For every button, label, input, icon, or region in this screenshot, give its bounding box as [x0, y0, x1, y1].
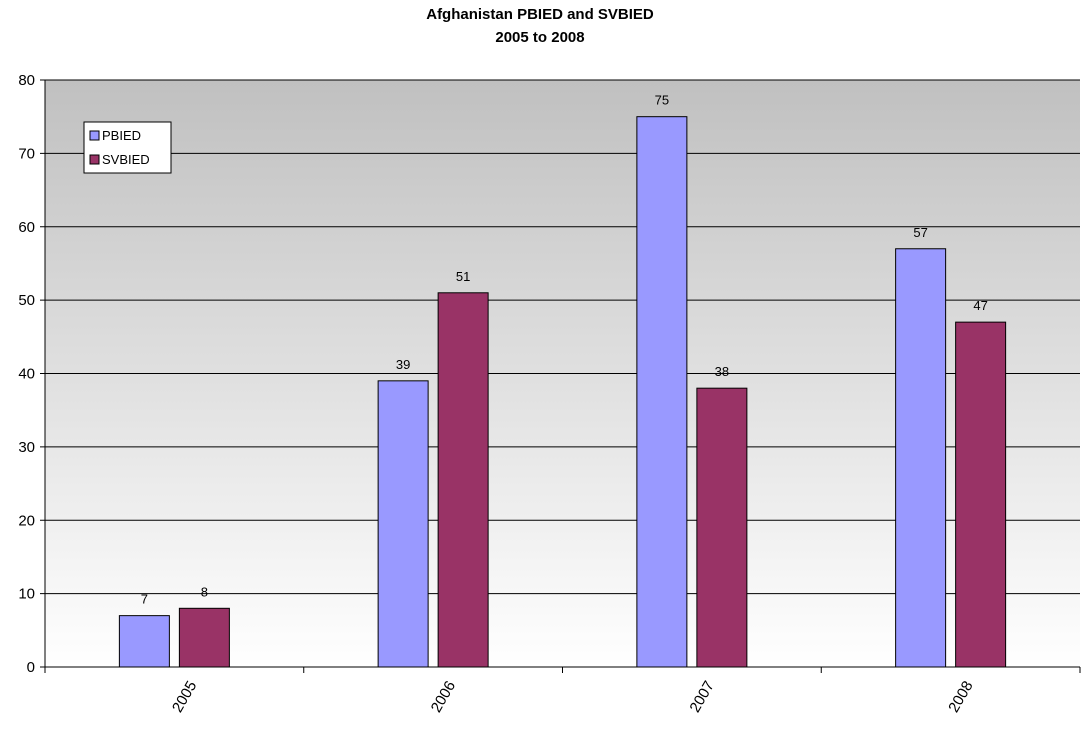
- x-tick-label: 2006: [428, 678, 459, 715]
- legend: PBIED SVBIED: [83, 121, 172, 174]
- y-tick-label: 80: [18, 72, 35, 89]
- data-label: 51: [456, 269, 470, 284]
- x-axis: 2005 2006 2007 2008: [44, 666, 1081, 716]
- y-axis: 0 10 20 30 40 50 60 70 80: [18, 72, 46, 676]
- data-label: 7: [141, 592, 148, 607]
- bar-pbied: [377, 380, 429, 668]
- y-tick-label: 50: [18, 292, 35, 309]
- x-tick-label: 2005: [169, 678, 200, 715]
- chart-title-line2: 2005 to 2008: [495, 29, 584, 46]
- bar-pbied: [895, 248, 947, 668]
- bars: [118, 116, 1007, 668]
- data-label: 57: [913, 225, 927, 240]
- data-label: 38: [715, 364, 729, 379]
- bar-svbied: [437, 292, 489, 668]
- y-tick-label: 60: [18, 219, 35, 236]
- y-tick-label: 40: [18, 366, 35, 383]
- bar-svbied: [696, 387, 748, 668]
- gridlines: [45, 79, 1080, 595]
- data-label: 8: [201, 584, 208, 599]
- x-tick-label: 2008: [945, 678, 976, 715]
- y-tick-label: 10: [18, 586, 35, 603]
- data-label: 47: [973, 298, 987, 313]
- bar-svbied: [178, 607, 230, 668]
- legend-label-pbied: PBIED: [102, 128, 141, 143]
- y-tick-label: 0: [27, 659, 35, 676]
- bar-pbied: [118, 615, 170, 668]
- x-tick-label: 2007: [686, 678, 717, 715]
- chart-title-line1: Afghanistan PBIED and SVBIED: [426, 6, 654, 23]
- legend-swatch-svbied: [89, 154, 100, 165]
- y-tick-label: 20: [18, 512, 35, 529]
- data-label: 75: [655, 93, 669, 108]
- legend-label-svbied: SVBIED: [102, 152, 150, 167]
- bar-svbied: [955, 321, 1007, 668]
- bar-pbied: [636, 116, 688, 668]
- y-tick-label: 30: [18, 439, 35, 456]
- data-label: 39: [396, 357, 410, 372]
- legend-swatch-pbied: [89, 130, 100, 141]
- y-tick-label: 70: [18, 145, 35, 162]
- data-labels: 7 8 39 51 75 38 57 47: [141, 93, 988, 607]
